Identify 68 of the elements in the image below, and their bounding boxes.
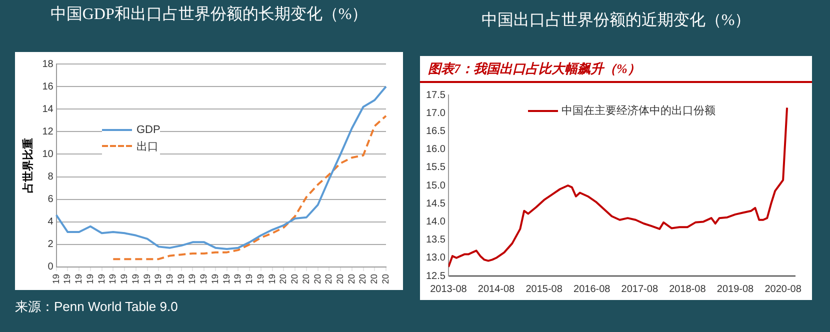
y-tick-label: 18 xyxy=(42,58,54,70)
legend-label: GDP xyxy=(136,124,160,136)
x-tick-label: 2019-08 xyxy=(716,284,754,295)
x-tick-label: 19 xyxy=(62,274,72,284)
y-tick-label: 8 xyxy=(48,172,54,183)
x-tick-label: 19 xyxy=(266,274,277,284)
y-tick-label: 14.0 xyxy=(426,216,446,228)
y-tick-label: 10 xyxy=(42,148,54,160)
x-tick-label: 20 xyxy=(369,274,380,284)
y-tick-label: 16.5 xyxy=(426,126,446,137)
x-tick-label: 19 xyxy=(96,274,106,284)
y-tick-label: 16 xyxy=(42,81,54,92)
x-tick-label: 19 xyxy=(142,274,152,284)
chart-subtitle: 图表7：我国出口占比大幅飙升（%） xyxy=(420,56,812,83)
x-tick-label: 19 xyxy=(210,274,220,284)
y-tick-label: 17.0 xyxy=(426,108,446,119)
y-tick-label: 16.0 xyxy=(426,144,446,156)
x-tick-label: 2016-08 xyxy=(574,284,611,295)
x-tick-label: 2018-08 xyxy=(669,284,706,295)
y-tick-label: 6 xyxy=(48,194,54,206)
y-tick-label: 13.0 xyxy=(426,252,446,264)
x-tick-label: 19 xyxy=(244,274,254,284)
x-tick-label: 2013-08 xyxy=(430,284,468,295)
y-axis-title: 占世界比重 xyxy=(22,138,35,193)
x-tick-label: 19 xyxy=(84,274,95,284)
y-tick-label: 15.0 xyxy=(426,180,446,192)
x-tick-label: 19 xyxy=(232,274,243,284)
chart-title: 中国GDP和出口占世界份额的长期变化（%） xyxy=(49,6,369,24)
x-tick-label: 2020-08 xyxy=(764,284,802,295)
x-tick-label: 19 xyxy=(221,274,232,284)
x-tick-label: 20 xyxy=(278,274,288,284)
x-tick-label: 19 xyxy=(187,274,198,284)
x-tick-label: 19 xyxy=(130,274,140,284)
source-note: 来源：Penn World Table 9.0 xyxy=(15,298,178,316)
x-tick-label: 20 xyxy=(358,274,368,284)
x-tick-label: 19 xyxy=(255,274,266,284)
y-tick-label: 12.5 xyxy=(426,270,446,282)
y-tick-label: 17.5 xyxy=(426,90,446,101)
x-tick-label: 19 xyxy=(198,274,209,284)
y-tick-label: 2 xyxy=(48,239,54,250)
chart-title: 中国出口占世界份额的近期变化（%） xyxy=(480,12,752,30)
x-tick-label: 20 xyxy=(335,274,346,284)
y-tick-label: 0 xyxy=(48,262,54,273)
y-tick-label: 12 xyxy=(42,126,54,138)
x-tick-label: 19 xyxy=(50,274,61,284)
legend-label: 中国在主要经济体中的出口份额 xyxy=(562,104,716,118)
x-tick-label: 20 xyxy=(290,274,300,284)
x-tick-label: 19 xyxy=(119,274,130,284)
x-tick-label: 20 xyxy=(380,274,390,284)
x-tick-label: 20 xyxy=(324,274,334,284)
x-tick-label: 2015-08 xyxy=(526,284,563,295)
y-tick-label: 15.5 xyxy=(426,162,446,174)
x-tick-label: 20 xyxy=(312,274,322,284)
line-series xyxy=(112,114,387,260)
x-tick-label: 19 xyxy=(74,274,84,284)
x-tick-label: 19 xyxy=(176,274,186,284)
x-tick-label: 19 xyxy=(108,274,118,284)
x-tick-label: 2014-08 xyxy=(478,284,516,295)
y-tick-label: 4 xyxy=(48,216,54,228)
x-tick-label: 20 xyxy=(346,274,356,284)
y-tick-label: 14.5 xyxy=(426,198,446,210)
y-tick-label: 14 xyxy=(42,104,54,115)
x-tick-label: 19 xyxy=(153,274,164,284)
x-tick-label: 2017-08 xyxy=(621,284,658,295)
y-tick-label: 13.5 xyxy=(426,234,446,246)
x-tick-label: 19 xyxy=(164,274,174,284)
legend-label: 出口 xyxy=(136,140,158,154)
x-tick-label: 20 xyxy=(300,274,311,284)
